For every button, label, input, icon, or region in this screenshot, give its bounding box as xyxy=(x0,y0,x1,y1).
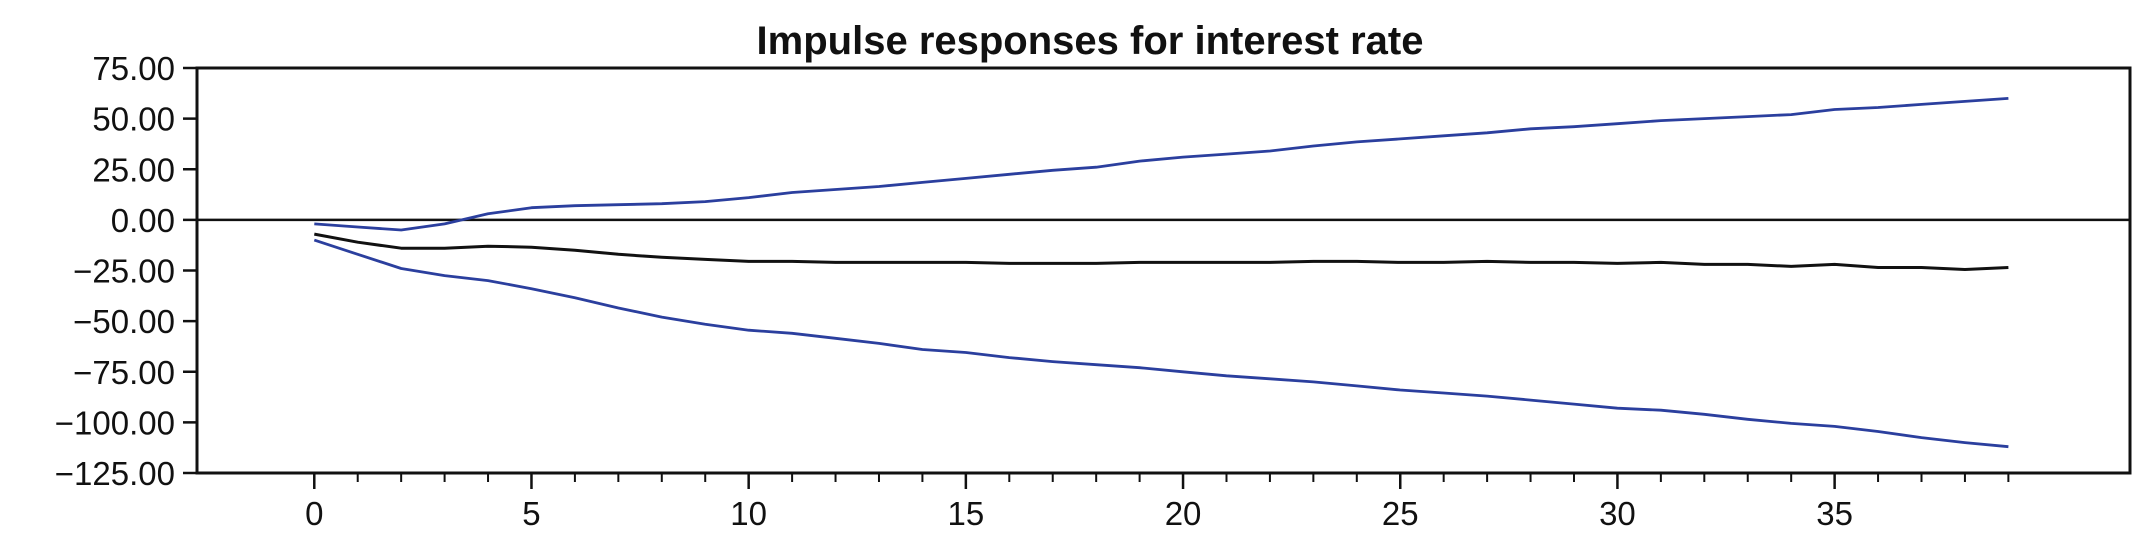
y-tick-label: 50.00 xyxy=(92,101,175,138)
y-tick-label: −75.00 xyxy=(73,354,175,391)
plot-frame xyxy=(197,68,2130,473)
y-tick-label: 0.00 xyxy=(111,202,175,239)
x-tick-label: 15 xyxy=(947,495,984,532)
y-tick-label: −25.00 xyxy=(73,253,175,290)
x-tick-label: 5 xyxy=(522,495,540,532)
y-tick-label: −50.00 xyxy=(73,303,175,340)
y-tick-label: 75.00 xyxy=(92,50,175,87)
x-tick-label: 35 xyxy=(1816,495,1853,532)
chart-title: Impulse responses for interest rate xyxy=(757,19,1424,63)
y-tick-label: 25.00 xyxy=(92,151,175,188)
series-line-2 xyxy=(314,234,2008,269)
x-tick-label: 10 xyxy=(730,495,767,532)
x-tick-label: 30 xyxy=(1599,495,1636,532)
series-line-1 xyxy=(314,98,2008,230)
series-group xyxy=(314,98,2008,446)
x-tick-label: 20 xyxy=(1165,495,1202,532)
y-axis: 75.00 50.00 25.00 0.00 −25.00 −50.00 −75.00 −10… xyxy=(55,50,197,492)
x-tick-label: 0 xyxy=(305,495,323,532)
x-tick-label: 25 xyxy=(1382,495,1419,532)
y-tick-label: −125.00 xyxy=(55,455,175,492)
y-tick-label: −100.00 xyxy=(55,404,175,441)
series-line-3 xyxy=(314,240,2008,447)
x-axis: 0 5 10 15 20 25 30 35 xyxy=(305,473,1853,532)
